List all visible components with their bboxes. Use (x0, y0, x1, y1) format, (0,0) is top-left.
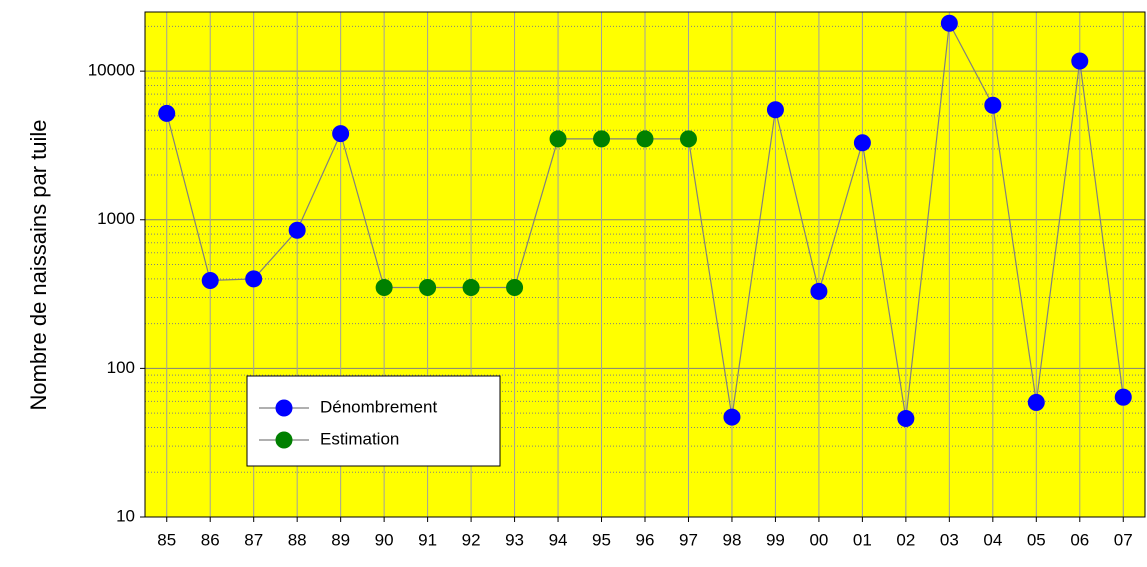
x-tick-label: 07 (1114, 530, 1133, 549)
point (636, 130, 654, 148)
y-axis-label: Nombre de naissains par tuile (26, 119, 51, 410)
point (1027, 393, 1045, 411)
point (288, 221, 306, 239)
x-tick-label: 01 (853, 530, 872, 549)
marks (158, 14, 1132, 428)
x-tick-label: 92 (462, 530, 481, 549)
x-tick-label: 89 (331, 530, 350, 549)
y-tick-label: 1000 (97, 209, 135, 228)
x-tick-label: 90 (375, 530, 394, 549)
point (766, 101, 784, 119)
point (158, 104, 176, 122)
legend-box (246, 375, 501, 467)
x-tick-label: 04 (983, 530, 1002, 549)
x-tick-label: 96 (636, 530, 655, 549)
point (853, 134, 871, 152)
x-tick-label: 95 (592, 530, 611, 549)
legend-marker (275, 431, 293, 449)
legend-label: Estimation (320, 429, 399, 448)
x-tick-label: 98 (722, 530, 741, 549)
point (897, 410, 915, 428)
x-tick-label: 91 (418, 530, 437, 549)
point (940, 14, 958, 32)
point (1114, 388, 1132, 406)
point (984, 96, 1002, 114)
x-tick-label: 97 (679, 530, 698, 549)
legend-marker (275, 399, 293, 417)
point (419, 279, 437, 297)
point (201, 272, 219, 290)
x-tick-label: 86 (201, 530, 220, 549)
point (245, 270, 263, 288)
point (679, 130, 697, 148)
point (1071, 52, 1089, 70)
x-tick-label: 87 (244, 530, 263, 549)
x-tick-label: 06 (1070, 530, 1089, 549)
x-tick-label: 93 (505, 530, 524, 549)
x-tick-label: 88 (288, 530, 307, 549)
point (549, 130, 567, 148)
legend-label: Dénombrement (320, 397, 437, 416)
point (506, 279, 524, 297)
x-tick-label: 94 (549, 530, 568, 549)
x-tick-label: 05 (1027, 530, 1046, 549)
legend: Dénombrement Estimation (246, 375, 501, 467)
y-tick-label: 10 (116, 506, 135, 525)
point (593, 130, 611, 148)
point (723, 408, 741, 426)
x-tick-label: 99 (766, 530, 785, 549)
x-tick-label: 03 (940, 530, 959, 549)
point (462, 279, 480, 297)
x-tick-label: 00 (809, 530, 828, 549)
point (332, 125, 350, 143)
y-tick-label: 100 (107, 358, 135, 377)
point (375, 279, 393, 297)
point (810, 282, 828, 300)
x-tick-label: 85 (157, 530, 176, 549)
x-tick-label: 02 (896, 530, 915, 549)
y-tick-label: 10000 (88, 61, 135, 80)
